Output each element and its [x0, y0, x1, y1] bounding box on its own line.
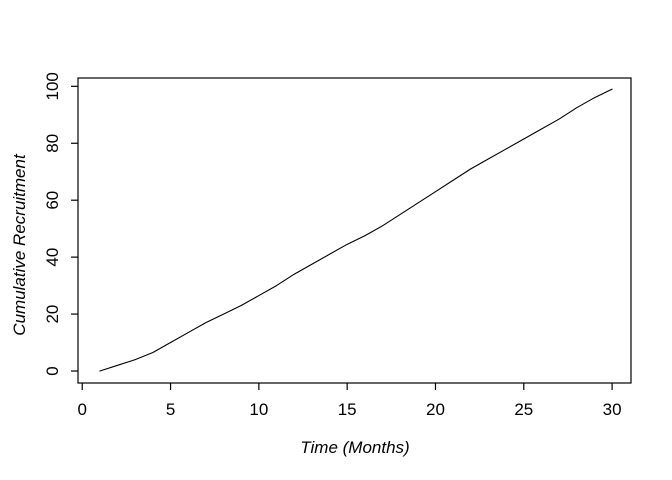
x-tick-label: 15 [338, 400, 357, 419]
x-tick-label: 20 [426, 400, 445, 419]
recruitment-curve [99, 88, 613, 372]
y-tick-label: 60 [43, 191, 62, 210]
y-tick-label: 20 [43, 305, 62, 324]
x-tick-label: 0 [78, 400, 87, 419]
y-tick-label: 80 [43, 134, 62, 153]
x-tick-label: 5 [166, 400, 175, 419]
y-tick-label: 100 [43, 72, 62, 100]
x-tick-label: 10 [249, 400, 268, 419]
plot-layer: 0 5 10 15 20 25 30 0 20 40 60 80 100 [43, 72, 632, 419]
x-tick-label: 30 [603, 400, 622, 419]
y-axis-label: Cumulative Recruitment [10, 153, 29, 336]
y-tick-label: 0 [43, 366, 62, 375]
x-tick-label: 25 [514, 400, 533, 419]
plot-border [77, 77, 632, 384]
y-tick-label: 40 [43, 248, 62, 267]
x-axis-label: Time (Months) [300, 438, 409, 457]
